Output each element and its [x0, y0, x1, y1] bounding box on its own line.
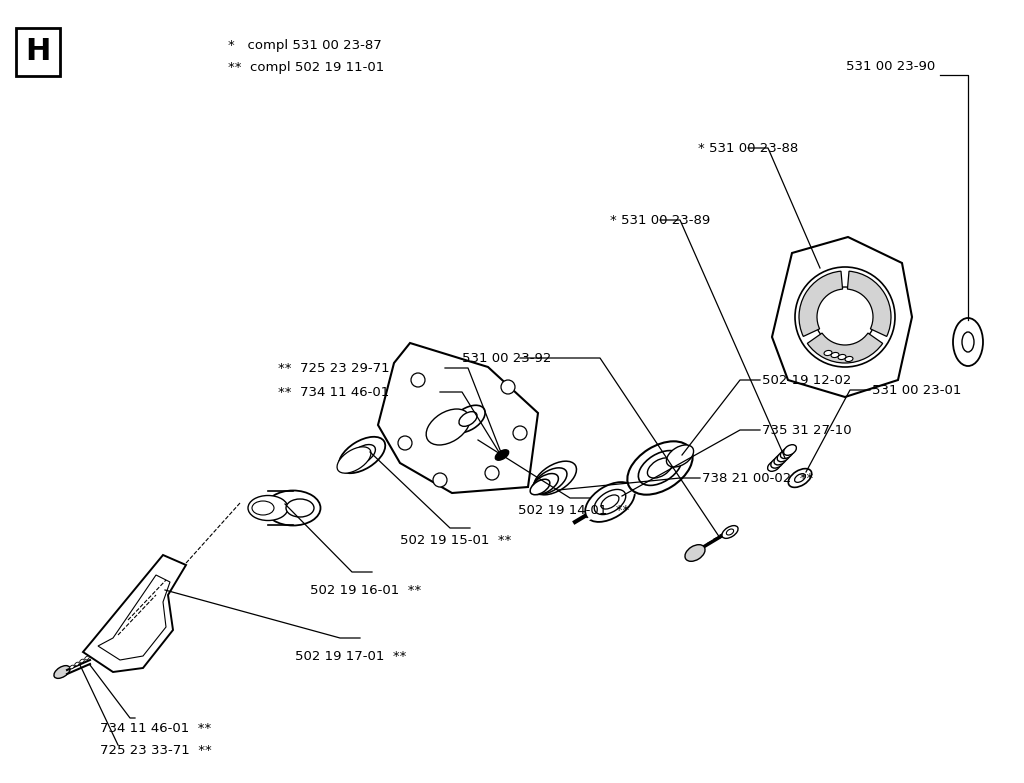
- Text: * 531 00 23-88: * 531 00 23-88: [698, 142, 799, 154]
- Ellipse shape: [845, 356, 853, 362]
- Ellipse shape: [530, 479, 550, 495]
- Ellipse shape: [667, 445, 693, 467]
- Text: 531 00 23-90: 531 00 23-90: [846, 60, 935, 74]
- Text: 531 00 23-92: 531 00 23-92: [462, 352, 551, 365]
- Ellipse shape: [496, 449, 509, 460]
- Ellipse shape: [85, 656, 89, 660]
- Text: H: H: [26, 38, 50, 67]
- Ellipse shape: [459, 412, 477, 427]
- Ellipse shape: [265, 490, 321, 525]
- Ellipse shape: [962, 332, 974, 352]
- Circle shape: [433, 473, 447, 487]
- Ellipse shape: [771, 457, 783, 468]
- Ellipse shape: [774, 454, 786, 465]
- Text: 502 19 16-01  **: 502 19 16-01 **: [310, 583, 421, 597]
- Text: 502 19 14-01  **: 502 19 14-01 **: [518, 503, 630, 517]
- Ellipse shape: [768, 460, 780, 471]
- Ellipse shape: [337, 447, 371, 473]
- Ellipse shape: [831, 352, 839, 358]
- Ellipse shape: [594, 489, 626, 514]
- Text: 502 19 12-02: 502 19 12-02: [762, 373, 851, 387]
- Ellipse shape: [953, 318, 983, 366]
- Ellipse shape: [838, 355, 846, 359]
- Wedge shape: [799, 271, 843, 337]
- Wedge shape: [848, 271, 891, 337]
- Ellipse shape: [685, 545, 706, 561]
- Circle shape: [513, 426, 527, 440]
- Text: **  734 11 46-01: ** 734 11 46-01: [278, 385, 389, 399]
- Ellipse shape: [534, 461, 577, 495]
- Ellipse shape: [722, 525, 738, 539]
- Ellipse shape: [75, 662, 79, 666]
- Circle shape: [485, 466, 499, 480]
- Circle shape: [501, 380, 515, 394]
- Ellipse shape: [531, 474, 558, 494]
- Ellipse shape: [726, 529, 733, 535]
- Text: 502 19 17-01  **: 502 19 17-01 **: [295, 650, 407, 662]
- Polygon shape: [772, 237, 912, 397]
- Ellipse shape: [248, 496, 288, 521]
- Ellipse shape: [777, 451, 790, 462]
- Ellipse shape: [824, 351, 831, 355]
- Text: 502 19 15-01  **: 502 19 15-01 **: [400, 533, 511, 547]
- Ellipse shape: [451, 406, 485, 433]
- Circle shape: [398, 436, 412, 450]
- Ellipse shape: [286, 499, 314, 517]
- Ellipse shape: [80, 659, 84, 663]
- Ellipse shape: [585, 482, 635, 522]
- Ellipse shape: [348, 445, 376, 465]
- Text: **  compl 502 19 11-01: ** compl 502 19 11-01: [228, 62, 384, 74]
- Ellipse shape: [783, 445, 797, 456]
- Ellipse shape: [426, 409, 470, 445]
- Circle shape: [795, 267, 895, 367]
- Text: **  725 23 29-71: ** 725 23 29-71: [278, 362, 389, 374]
- Circle shape: [411, 373, 425, 387]
- Ellipse shape: [339, 437, 385, 473]
- Text: 725 23 33-71  **: 725 23 33-71 **: [100, 744, 212, 756]
- Ellipse shape: [534, 467, 567, 494]
- Ellipse shape: [601, 495, 618, 509]
- Text: 735 31 27-10: 735 31 27-10: [762, 424, 852, 436]
- Polygon shape: [378, 343, 538, 493]
- Text: 734 11 46-01  **: 734 11 46-01 **: [100, 721, 211, 734]
- Text: *   compl 531 00 23-87: * compl 531 00 23-87: [228, 38, 382, 52]
- Ellipse shape: [252, 501, 274, 515]
- Ellipse shape: [795, 474, 806, 482]
- Ellipse shape: [647, 458, 673, 478]
- Ellipse shape: [638, 450, 682, 485]
- Polygon shape: [83, 555, 186, 672]
- Circle shape: [815, 287, 874, 347]
- Polygon shape: [98, 575, 170, 660]
- Ellipse shape: [54, 666, 70, 678]
- Text: 531 00 23-01: 531 00 23-01: [872, 384, 962, 396]
- Text: * 531 00 23-89: * 531 00 23-89: [610, 214, 711, 226]
- Ellipse shape: [628, 442, 692, 495]
- Text: 738 21 00-02  **: 738 21 00-02 **: [702, 471, 813, 485]
- Ellipse shape: [788, 468, 812, 487]
- Ellipse shape: [780, 448, 794, 459]
- Wedge shape: [807, 333, 883, 363]
- Ellipse shape: [70, 666, 75, 669]
